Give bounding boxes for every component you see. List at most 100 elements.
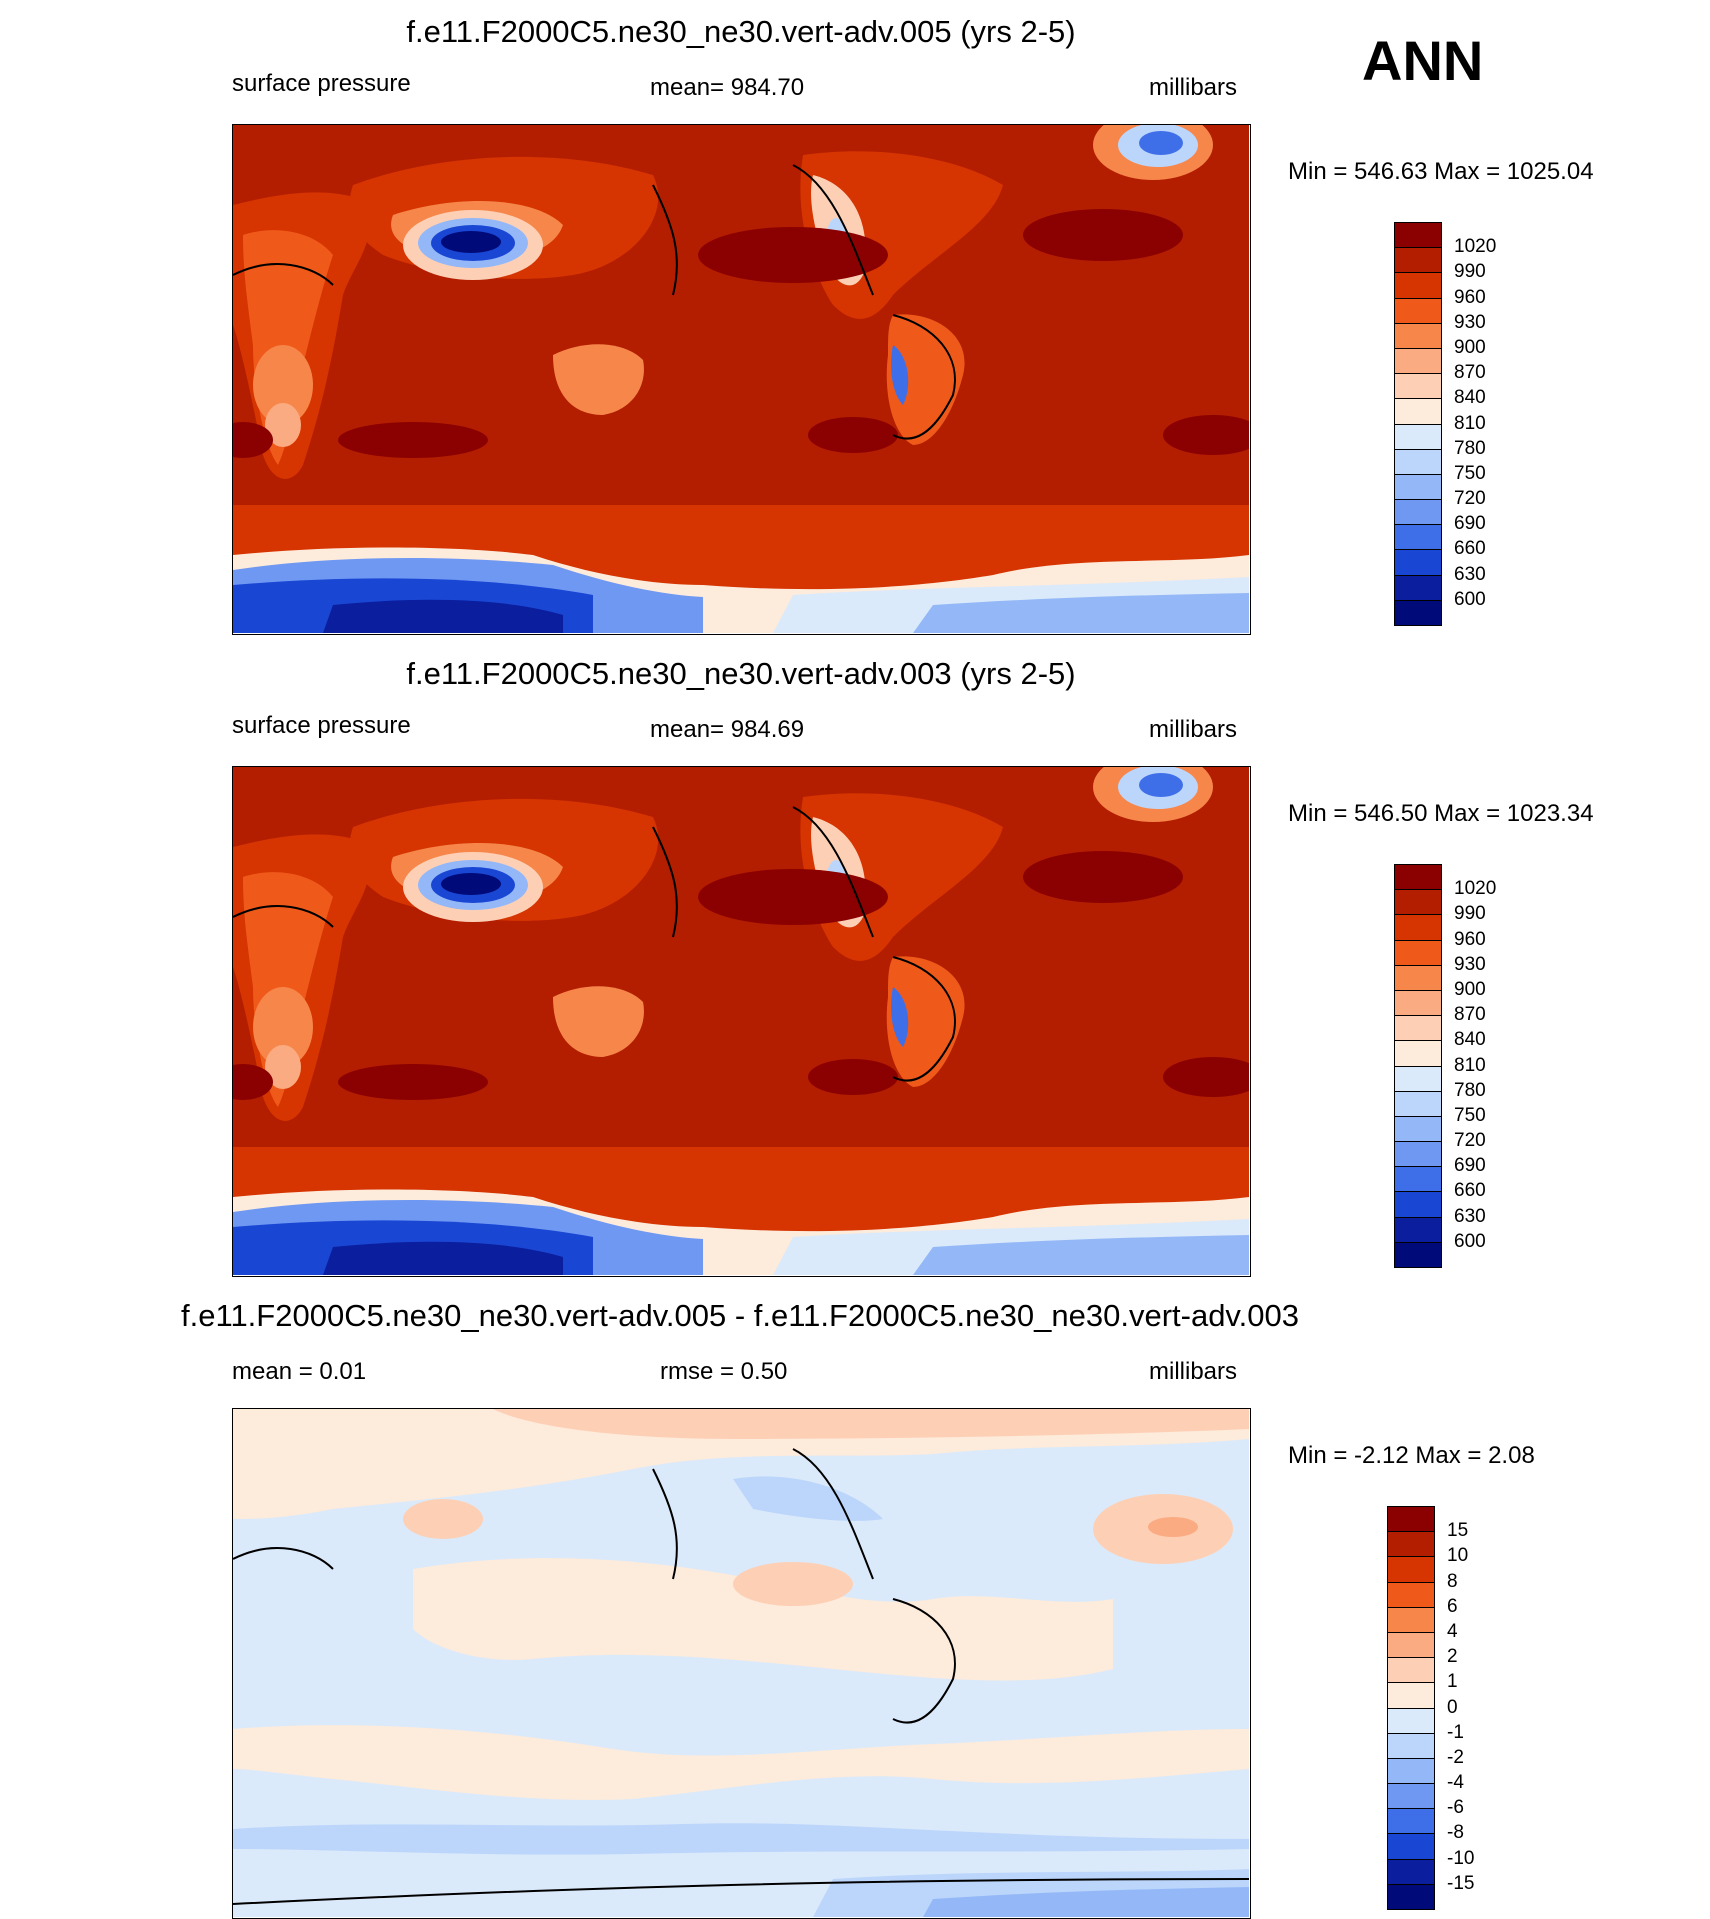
panel-2-mean: mean= 984.69 [650,716,805,743]
colorbar-tick-label: 900 [1454,978,1486,1000]
colorbar-swatch [1394,574,1442,601]
panel-2-units: millibars [1149,716,1238,743]
colorbar-swatch [1394,297,1442,324]
colorbar-tick-label: 1020 [1454,236,1497,258]
colorbar-swatch [1387,1581,1435,1608]
colorbar-tick-label: 4 [1447,1620,1458,1642]
colorbar-swatch [1394,1191,1442,1218]
panel-1-minmax: Min = 546.63 Max = 1025.04 [1288,158,1594,185]
colorbar-swatch [1394,1040,1442,1067]
panel-1-map [232,124,1251,635]
colorbar-swatch [1394,1090,1442,1117]
panel-2-minmax: Min = 546.50 Max = 1023.34 [1288,800,1594,827]
colorbar-tick-label: -15 [1447,1872,1475,1894]
colorbar-tick-label: 870 [1454,362,1486,384]
colorbar-tick-label: 2 [1447,1646,1458,1668]
panel-3-units: millibars [1149,1358,1238,1385]
colorbar-swatch [1394,398,1442,425]
colorbar-tick-label: -2 [1447,1746,1464,1768]
colorbar-swatch [1387,1682,1435,1709]
colorbar-tick-label: 630 [1454,1205,1486,1227]
colorbar-swatch [1394,473,1442,501]
colorbar-swatch [1394,499,1442,526]
colorbar-tick-label: -1 [1447,1721,1464,1743]
panel-2-variable-label: surface pressure [232,712,411,739]
colorbar-tick-label: -8 [1447,1822,1464,1844]
colorbar-tick-label: 750 [1454,1104,1486,1126]
colorbar-tick-label: 900 [1454,336,1486,358]
colorbar-swatch [1387,1531,1435,1558]
colorbar-swatch [1394,914,1442,941]
colorbar-tick-label: 930 [1454,953,1486,975]
colorbar-tick-label: 750 [1454,462,1486,484]
colorbar-swatch [1387,1757,1435,1785]
colorbar-tick-label: 990 [1454,903,1486,925]
colorbar-tick-label: 930 [1454,311,1486,333]
colorbar-swatch [1394,989,1442,1017]
colorbar-tick-label: -6 [1447,1797,1464,1819]
colorbar-swatch [1394,247,1442,274]
colorbar-swatch [1394,423,1442,450]
colorbar-tick-label: 600 [1454,1230,1486,1252]
colorbar-swatch [1394,322,1442,349]
colorbar-tick-label: 1 [1447,1671,1458,1693]
colorbar-tick-label: 840 [1454,1029,1486,1051]
colorbar-tick-label: 780 [1454,437,1486,459]
colorbar-tick-label: 690 [1454,513,1486,535]
colorbar-tick-label: 6 [1447,1595,1458,1617]
panel-2-title: f.e11.F2000C5.ne30_ne30.vert-adv.003 (yr… [406,656,1076,691]
colorbar-swatch [1387,1506,1435,1533]
colorbar-swatch [1394,448,1442,475]
colorbar-tick-label: 15 [1447,1520,1469,1542]
colorbar-swatch [1387,1631,1435,1659]
colorbar-swatch [1394,1166,1442,1193]
panel-1-colorbar: 1020 990 960 930 900 870 840 810 780 750 720 690 660… [1394,222,1534,626]
colorbar-swatch [1387,1833,1435,1860]
colorbar-tick-label: -10 [1447,1847,1475,1869]
colorbar-swatch [1394,939,1442,966]
colorbar-tick-label: 810 [1454,1054,1486,1076]
colorbar-tick-label: 810 [1454,412,1486,434]
colorbar-swatch [1394,272,1442,299]
colorbar-tick-label: 1020 [1454,878,1497,900]
colorbar-tick-label: 960 [1454,928,1486,950]
colorbar-tick-label: 660 [1454,538,1486,560]
colorbar-swatch [1394,1015,1442,1042]
colorbar-tick-label: 660 [1454,1180,1486,1202]
colorbar-tick-label: 8 [1447,1570,1458,1592]
colorbar-swatch [1387,1883,1435,1910]
colorbar-swatch [1394,864,1442,891]
colorbar-tick-label: 870 [1454,1004,1486,1026]
panel-2-map-svg [233,767,1249,1275]
panel-1-map-svg [233,125,1249,633]
colorbar-tick-label: 600 [1454,588,1486,610]
panel-3-rmse: rmse = 0.50 [660,1358,788,1385]
panel-1-variable-label: surface pressure [232,70,411,97]
panel-3-colorbar: 15 10 8 6 4 2 1 0 -1 -2 -4 -6 -8 -10 -15 [1387,1506,1527,1910]
colorbar-swatch [1387,1556,1435,1583]
panel-2-colorbar: 1020 990 960 930 900 870 840 810 780 750 720 690 660… [1394,864,1534,1268]
colorbar-swatch [1394,964,1442,991]
colorbar-swatch [1394,1241,1442,1268]
colorbar-tick-label: 720 [1454,488,1486,510]
colorbar-tick-label: 690 [1454,1155,1486,1177]
colorbar-tick-label: 720 [1454,1130,1486,1152]
colorbar-tick-label: 10 [1447,1545,1469,1567]
colorbar-tick-label: 990 [1454,261,1486,283]
panel-1-title: f.e11.F2000C5.ne30_ne30.vert-adv.005 (yr… [406,14,1076,49]
colorbar-swatch [1387,1606,1435,1633]
colorbar-tick-label: 960 [1454,286,1486,308]
colorbar-tick-label: -4 [1447,1772,1464,1794]
panel-3-map-svg [233,1409,1249,1917]
colorbar-swatch [1387,1657,1435,1684]
colorbar-swatch [1394,347,1442,375]
colorbar-swatch [1394,889,1442,916]
panel-1-units: millibars [1149,74,1238,101]
season-label: ANN [1362,29,1484,92]
colorbar-tick-label: 780 [1454,1079,1486,1101]
colorbar-swatch [1387,1707,1435,1734]
colorbar-swatch [1387,1808,1435,1835]
colorbar-swatch [1394,599,1442,626]
colorbar-swatch [1394,1216,1442,1243]
colorbar-swatch [1394,1141,1442,1168]
